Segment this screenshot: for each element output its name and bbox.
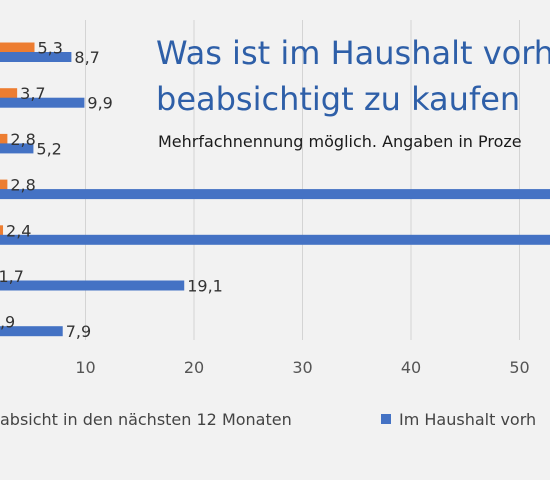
chart-title-line-2: beabsichtigt zu kaufen bbox=[156, 80, 521, 118]
data-label-intent-3: 2,8 bbox=[10, 130, 35, 149]
bars bbox=[0, 42, 550, 337]
data-label-intent-5: 2,4 bbox=[6, 221, 31, 240]
bar-owned-2 bbox=[0, 97, 85, 108]
chart-title-line-1: Was ist im Haushalt vorh bbox=[156, 34, 550, 72]
data-label-owned-3: 5,2 bbox=[36, 139, 61, 158]
bar-owned-3 bbox=[0, 143, 34, 154]
legend: absicht in den nächsten 12 Monaten Im Hau… bbox=[0, 410, 536, 429]
tick-label-50: 50 bbox=[509, 358, 529, 377]
x-axis-ticks: 10 20 30 40 50 bbox=[75, 358, 529, 377]
data-label-intent-1: 5,3 bbox=[38, 39, 63, 58]
data-label-intent-4: 2,8 bbox=[10, 176, 35, 195]
bar-intent-2 bbox=[0, 88, 18, 99]
data-label-owned-6: 19,1 bbox=[187, 277, 223, 296]
legend-swatch-owned bbox=[381, 414, 391, 424]
tick-label-10: 10 bbox=[75, 358, 95, 377]
chart-subtitle: Mehrfachnennung möglich. Angaben in Proz… bbox=[158, 132, 522, 151]
data-label-owned-2: 9,9 bbox=[87, 94, 112, 113]
data-labels: 5,3 8,7 3,7 9,9 2,85,22,8 2,4 1,7 19,1 0,9 7,9 bbox=[0, 39, 223, 342]
bar-intent-5 bbox=[0, 225, 4, 236]
bar-intent-3 bbox=[0, 133, 8, 144]
data-label-intent-6: 1,7 bbox=[0, 267, 24, 286]
legend-label-owned: Im Haushalt vorh bbox=[399, 410, 536, 429]
data-label-intent-2: 3,7 bbox=[20, 84, 45, 103]
tick-label-20: 20 bbox=[184, 358, 204, 377]
data-label-owned-7: 7,9 bbox=[66, 322, 91, 341]
bar-owned-6 bbox=[0, 280, 185, 291]
bar-intent-1 bbox=[0, 42, 35, 53]
tick-label-40: 40 bbox=[401, 358, 421, 377]
legend-label-intent: absicht in den nächsten 12 Monaten bbox=[0, 410, 292, 429]
data-label-owned-1: 8,7 bbox=[74, 48, 99, 67]
data-label-intent-7: 0,9 bbox=[0, 313, 15, 332]
tick-label-30: 30 bbox=[292, 358, 312, 377]
bar-intent-4 bbox=[0, 179, 8, 190]
bar-owned-5 bbox=[0, 234, 550, 245]
bar-owned-4 bbox=[0, 189, 550, 200]
bar-owned-1 bbox=[0, 52, 72, 62]
bar-owned-7 bbox=[0, 326, 63, 337]
